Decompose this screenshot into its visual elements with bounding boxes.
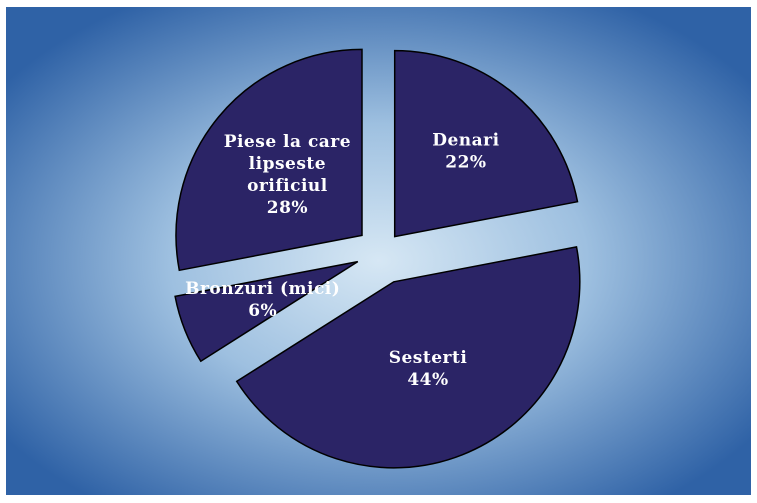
slice-label-3: Bronzuri (mici) 6% [185, 279, 340, 321]
slice-percent: 44% [407, 370, 448, 390]
pie-slice-4 [175, 48, 363, 272]
slices-layer [174, 48, 581, 469]
slice-label-1: Denari 22% [432, 131, 499, 173]
pie-slice-1 [393, 49, 579, 238]
pie-chart: Denari 22% Sesterti 44% Bronzuri (mici) 6% Pie… [6, 7, 751, 495]
slice-category: lipseste [249, 154, 326, 174]
slice-category: Sesterti [389, 348, 468, 368]
slice-category: Piese la care [224, 132, 351, 152]
slice-category: orificiul [247, 176, 328, 196]
slice-label-4: Piese la care lipseste orificiul 28% [224, 132, 351, 218]
slice-category: Bronzuri (mici) [185, 279, 340, 299]
slice-percent: 28% [267, 198, 308, 218]
pie-slice-2 [235, 246, 581, 469]
labels-layer: Denari 22% Sesterti 44% Bronzuri (mici) 6% Pie… [185, 131, 499, 391]
chart-area: Denari 22% Sesterti 44% Bronzuri (mici) 6% Pie… [6, 7, 751, 495]
slice-percent: 6% [248, 301, 277, 321]
pie-slice-3 [174, 260, 359, 363]
slice-label-2: Sesterti 44% [389, 348, 468, 390]
slice-percent: 22% [445, 153, 486, 173]
slice-category: Denari [432, 131, 499, 151]
